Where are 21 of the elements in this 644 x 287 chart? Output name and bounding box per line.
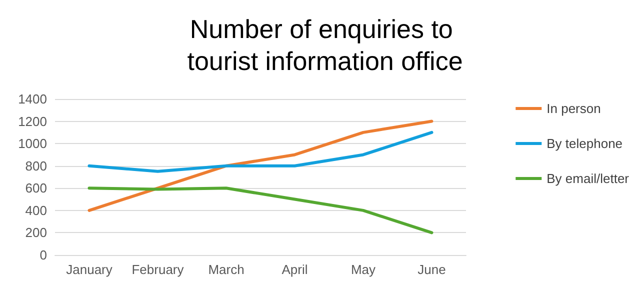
x-tick-label: February [132,262,184,277]
y-tick-label: 0 [40,248,47,262]
line-series [88,186,434,234]
y-tick-label: 1200 [18,114,47,129]
y-tick-label: 800 [25,158,47,174]
legend-label: By email/letter [546,171,630,186]
y-tick-label: 200 [25,225,47,240]
x-tick-label: May [350,262,376,277]
line-series [88,120,434,212]
line-series [88,130,434,173]
x-tick-label: March [208,262,244,277]
legend-label: By telephone [546,136,623,151]
chart-title: Number of enquiries to tourist information office [187,14,463,76]
y-tick-label: 1400 [18,92,47,106]
y-tick-label: 600 [25,180,47,196]
x-tick-label: June [418,262,446,277]
x-tick-label: April [282,262,308,277]
x-tick-label: January [66,262,113,277]
legend-label: In person [546,101,601,116]
y-tick-label: 400 [25,202,47,218]
y-tick-label: 1000 [18,136,47,152]
